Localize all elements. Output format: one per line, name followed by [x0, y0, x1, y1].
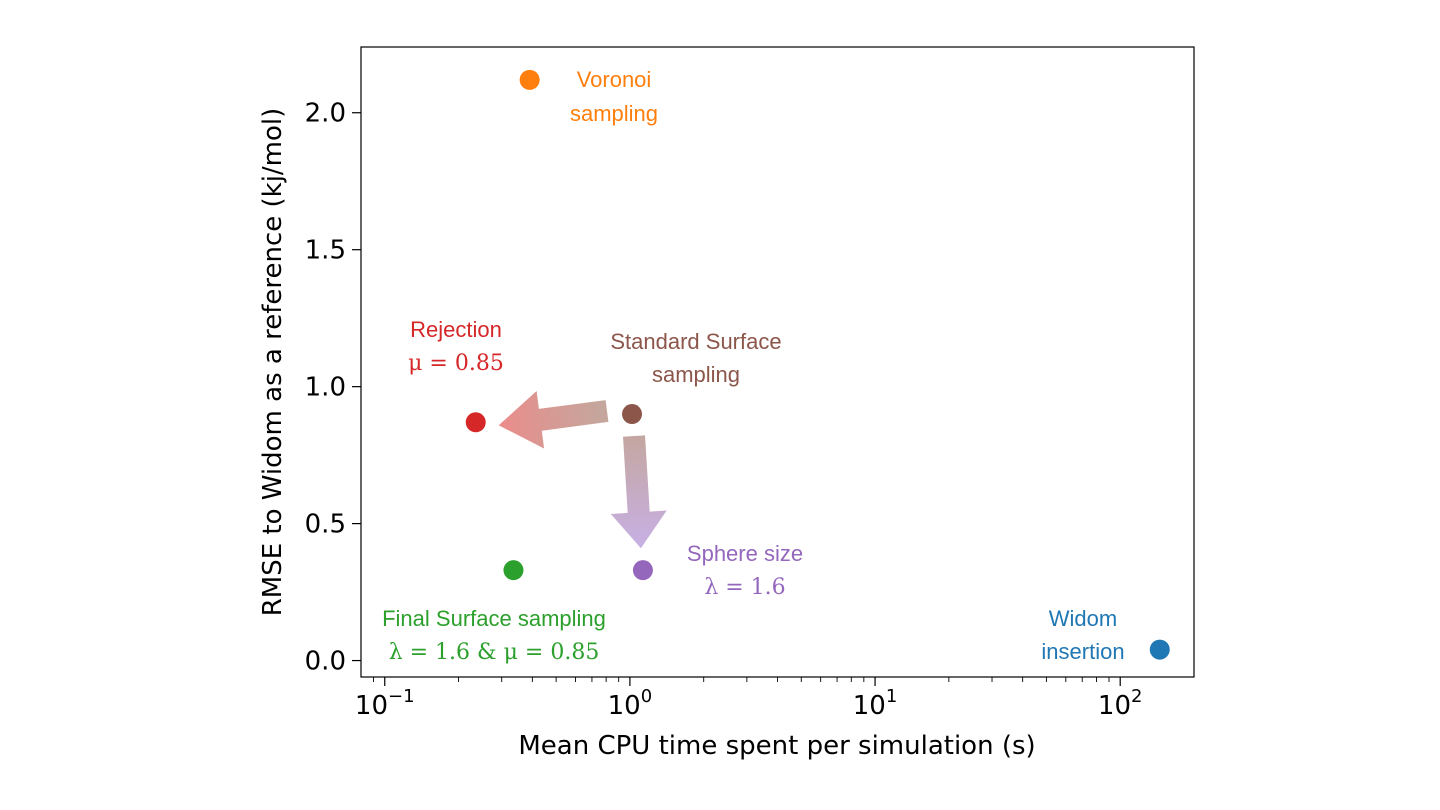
y-tick-label: 2.0 [305, 99, 346, 129]
point-final-surface [503, 560, 524, 581]
points-layer [465, 69, 1170, 660]
y-axis-ticks: 0.0 0.5 1.0 1.5 2.0 [305, 99, 361, 677]
arrows-layer [498, 391, 667, 549]
x-tick-label: 100 [608, 686, 653, 721]
y-tick-label: 1.0 [305, 373, 346, 403]
label-voronoi-line-2: sampling [570, 101, 658, 126]
point-sphere-size [632, 560, 653, 581]
y-tick-label: 0.5 [305, 510, 346, 540]
point-rejection [465, 412, 486, 433]
label-final-surface-line-1: Final Surface sampling [382, 606, 606, 631]
label-final-surface-line-2: λ = 1.6 & μ = 0.85 [389, 640, 600, 665]
point-labels-layer: Voronoi sampling Standard Surface sampling R… [382, 67, 1124, 665]
label-rejection-line-2: μ = 0.85 [408, 351, 504, 376]
arrow-standard-to-rejection [498, 391, 609, 449]
y-tick-label: 1.5 [305, 236, 346, 266]
label-rejection-line-1: Rejection [410, 317, 502, 342]
point-standard-surface [622, 404, 643, 425]
x-minor-ticks [373, 677, 1110, 682]
point-voronoi [519, 69, 540, 90]
label-standard-surface-line-2: sampling [652, 362, 740, 387]
x-tick-label: 102 [1098, 686, 1143, 721]
y-axis-label: RMSE to Widom as a reference (kj/mol) [258, 108, 288, 617]
x-axis-label: Mean CPU time spent per simulation (s) [518, 731, 1035, 761]
arrow-standard-to-sphere [610, 435, 667, 549]
label-sphere-size-line-1: Sphere size [687, 541, 803, 566]
point-widom [1149, 639, 1170, 660]
label-widom-line-2: insertion [1041, 639, 1124, 664]
label-sphere-size-line-2: λ = 1.6 [704, 575, 785, 600]
label-widom-line-1: Widom [1049, 606, 1117, 631]
label-voronoi-line-1: Voronoi [577, 67, 652, 92]
x-tick-label: 101 [853, 686, 898, 721]
x-axis-ticks: 10−1 100 101 102 [355, 677, 1143, 721]
x-tick-label: 10−1 [355, 686, 415, 721]
label-standard-surface-line-1: Standard Surface [610, 329, 781, 354]
y-tick-label: 0.0 [305, 647, 346, 677]
